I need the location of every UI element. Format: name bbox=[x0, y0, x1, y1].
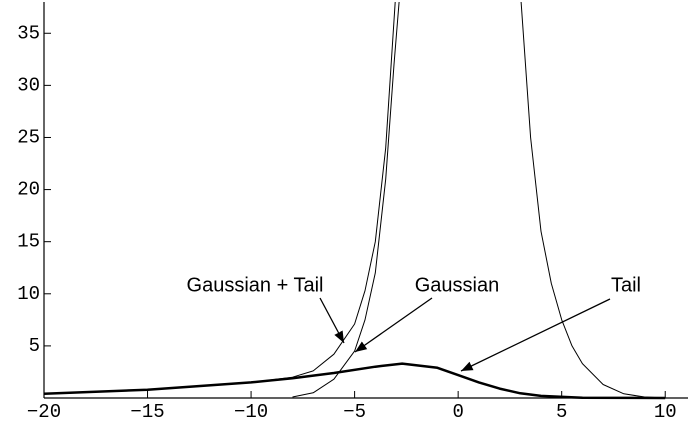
series-line bbox=[292, 1, 666, 399]
y-tick-label: 5 bbox=[29, 335, 40, 357]
series-line bbox=[43, 1, 396, 395]
annotation-arrow bbox=[319, 297, 345, 344]
annotation: Gaussian bbox=[415, 274, 500, 296]
y-tick-label: 35 bbox=[17, 22, 40, 44]
annotation-arrow bbox=[354, 297, 433, 353]
annotation: Tail bbox=[611, 274, 641, 296]
x-tick-label: −20 bbox=[27, 401, 61, 423]
y-tick-label: 10 bbox=[17, 283, 40, 305]
x-tick-label: −15 bbox=[130, 401, 164, 423]
y-tick-label: 30 bbox=[17, 74, 40, 96]
y-tick-label: 20 bbox=[17, 179, 40, 201]
x-tick-label: 5 bbox=[556, 401, 567, 423]
series-line bbox=[43, 362, 666, 400]
x-tick-label: 0 bbox=[452, 401, 463, 423]
x-tick-label: 10 bbox=[654, 401, 677, 423]
y-tick-label: 15 bbox=[17, 231, 40, 253]
annotation-arrow bbox=[460, 298, 611, 372]
y-tick-label: 25 bbox=[17, 126, 40, 148]
annotation: Gaussian + Tail bbox=[187, 274, 324, 296]
x-tick-label: −10 bbox=[234, 401, 268, 423]
x-tick-label: −5 bbox=[343, 401, 366, 423]
